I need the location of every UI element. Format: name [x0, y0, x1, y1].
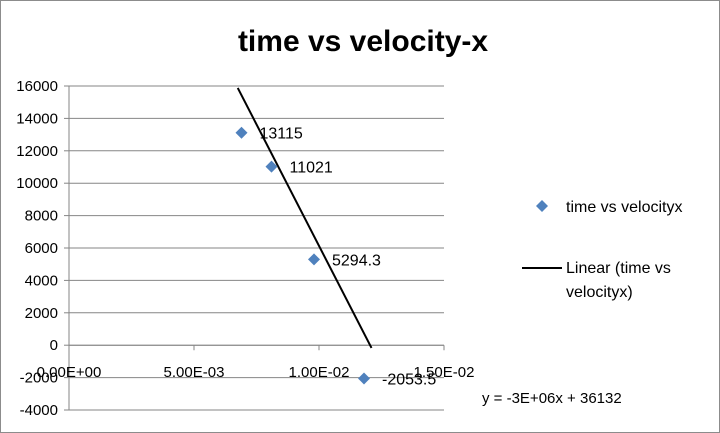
y-tick-label: -2000 [20, 370, 58, 387]
y-tick-label: 2000 [25, 305, 58, 322]
grid-layer [69, 85, 444, 411]
y-tick-label: 4000 [25, 272, 58, 289]
trendline [236, 87, 373, 349]
y-tick-label: 12000 [16, 143, 58, 160]
y-tick-label: 8000 [25, 208, 58, 225]
chart-title: time vs velocity-x [238, 25, 488, 58]
legend-marker [536, 200, 548, 212]
y-tick-label: 14000 [16, 110, 58, 127]
y-tick-label: 16000 [16, 78, 58, 95]
legend-trendline-label: Linear (time vs [566, 260, 671, 277]
data-label: 13115 [260, 126, 303, 143]
y-tick-label: -4000 [20, 402, 58, 419]
trend-layer [236, 87, 373, 349]
data-label: -2053.5 [382, 371, 436, 388]
data-point [265, 160, 278, 173]
x-tick-label: 5.00E-03 [164, 364, 225, 381]
legend-label: time vs velocityx [566, 199, 682, 216]
x-tick-label: 1.00E-02 [289, 364, 350, 381]
legend-trendline-label: velocityx) [566, 284, 633, 301]
data-point [235, 126, 248, 139]
y-tick-label: 0 [50, 337, 58, 354]
marker-layer [235, 126, 370, 385]
label-layer: 13115 11021 5294.3 -2053.5 [260, 126, 437, 389]
legend: time vs velocityx Linear (time vs velocity… [522, 199, 682, 301]
data-label: 5294.3 [332, 252, 381, 269]
x-tick-label: 1.50E-02 [414, 364, 475, 381]
data-label: 11021 [290, 160, 333, 177]
axis-layer: -4000 -2000 0 2000 4000 6000 8000 10000 12000 140… [16, 78, 474, 419]
y-tick-label: 6000 [25, 240, 58, 257]
x-tick-label: 0.00E+00 [37, 364, 102, 381]
data-point [358, 372, 370, 385]
trendline-equation: y = -3E+06x + 36132 [482, 390, 622, 407]
y-tick-label: 10000 [16, 175, 58, 192]
data-point [308, 253, 320, 266]
